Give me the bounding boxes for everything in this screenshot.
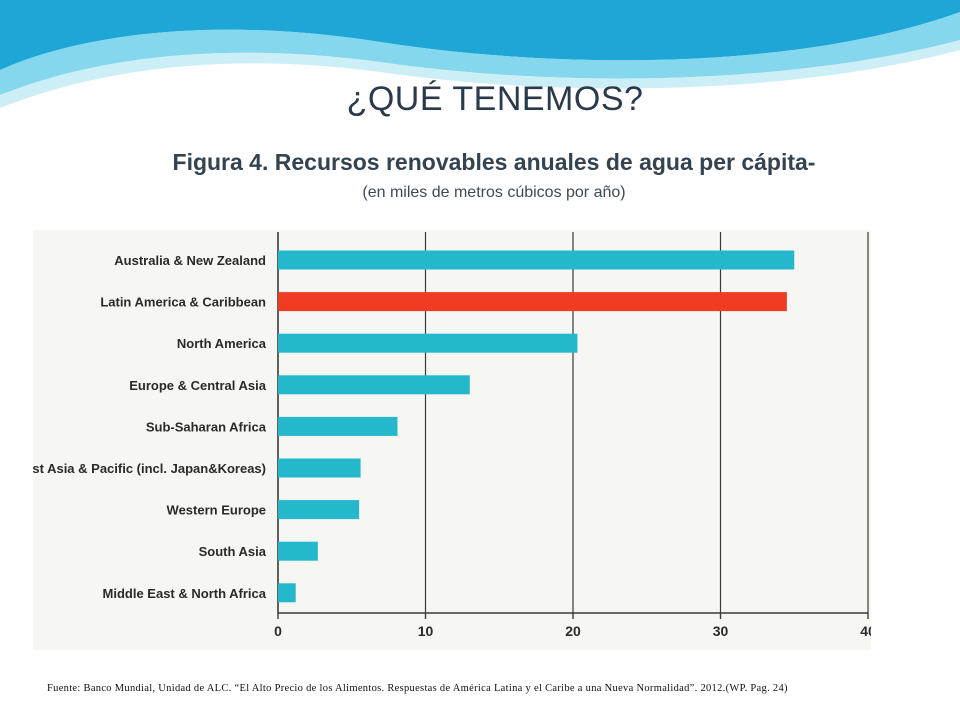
- chart-area: 0 10 20 30 40 Australia & New Zealand Latin Am…: [33, 230, 871, 650]
- bar: [278, 416, 398, 436]
- bar: [278, 292, 787, 312]
- bar: [278, 500, 360, 520]
- chart-subtitle: (en miles de metros cúbicos por año): [362, 184, 626, 201]
- chart-title: Figura 4. Recursos renovables anuales de…: [172, 149, 816, 175]
- x-tick-label: 10: [418, 623, 434, 639]
- category-label: East Asia & Pacific (incl. Japan&Koreas): [33, 461, 266, 476]
- bar: [278, 250, 795, 270]
- category-label: North America: [177, 336, 267, 351]
- x-tick-label: 30: [713, 623, 729, 639]
- category-label: Sub-Saharan Africa: [146, 419, 267, 434]
- header-wave-decoration: [0, 0, 960, 108]
- slide-title: ¿QUÉ TENEMOS?: [346, 80, 644, 118]
- bar: [278, 458, 361, 478]
- category-label: Europe & Central Asia: [129, 378, 267, 393]
- source-note: Fuente: Banco Mundial, Unidad de ALC. “E…: [47, 683, 788, 694]
- bar: [278, 541, 318, 561]
- bar: [278, 375, 470, 395]
- x-tick-label: 40: [860, 623, 871, 639]
- bar: [278, 333, 578, 353]
- category-label: Western Europe: [167, 503, 266, 518]
- bar: [278, 583, 296, 603]
- x-tick-label: 0: [274, 623, 282, 639]
- category-label: South Asia: [199, 544, 267, 559]
- category-label: Latin America & Caribbean: [100, 295, 266, 310]
- bar-chart: 0 10 20 30 40 Australia & New Zealand Latin Am…: [33, 232, 871, 639]
- category-label: Australia & New Zealand: [114, 253, 266, 268]
- x-tick-label: 20: [565, 623, 581, 639]
- category-label: Middle East & North Africa: [103, 586, 267, 601]
